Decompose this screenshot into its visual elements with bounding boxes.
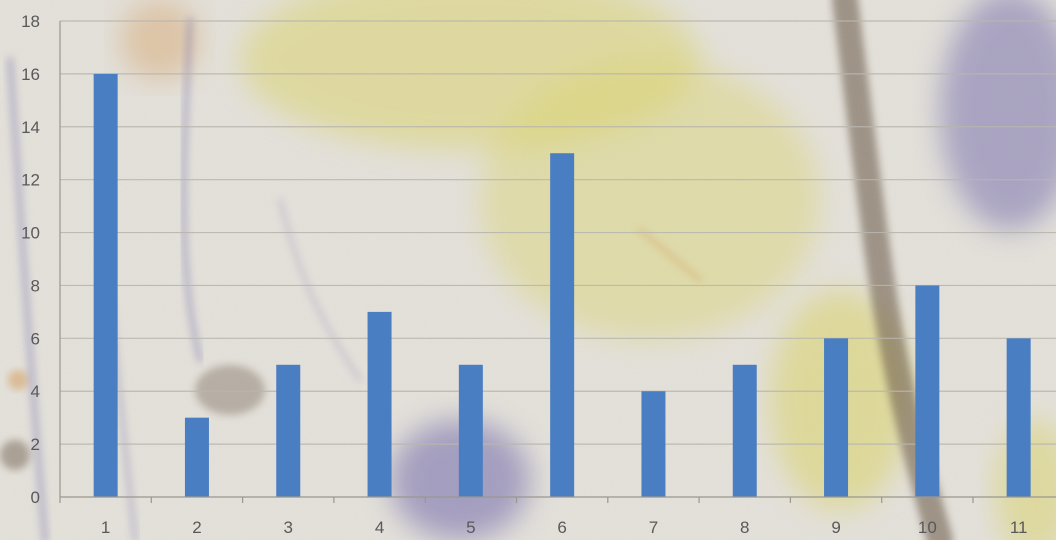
- x-tick-label: 4: [375, 518, 384, 537]
- y-tick-label: 2: [31, 435, 40, 454]
- y-tick-label: 8: [31, 276, 40, 295]
- y-tick-label: 12: [21, 171, 40, 190]
- x-tick-label: 10: [918, 518, 937, 537]
- bar: [184, 417, 209, 497]
- bar: [732, 364, 757, 497]
- bar: [641, 391, 666, 497]
- y-tick-label: 10: [21, 224, 40, 243]
- axes: [59, 21, 1056, 503]
- bar: [276, 364, 301, 497]
- x-tick-labels: 1 2 3 4 5 6 7 8 9 10 11: [101, 518, 1028, 537]
- x-tick-label: 7: [649, 518, 658, 537]
- bar: [824, 338, 849, 497]
- y-tick-label: 0: [31, 488, 40, 507]
- bar: [1006, 338, 1031, 497]
- y-tick-label: 4: [31, 382, 40, 401]
- y-tick-label: 16: [21, 65, 40, 84]
- x-tick-label: 5: [466, 518, 475, 537]
- y-tick-labels: 0 2 4 6 8 10 12 14 16 18: [21, 12, 40, 507]
- y-tick-label: 6: [31, 329, 40, 348]
- bar: [458, 364, 483, 497]
- x-tick-label: 1: [101, 518, 110, 537]
- bar: [915, 285, 940, 497]
- y-tick-label: 18: [21, 12, 40, 31]
- x-tick-label: 6: [557, 518, 566, 537]
- bar: [367, 311, 392, 497]
- x-tick-label: 11: [1010, 518, 1028, 537]
- bars: [93, 73, 1031, 497]
- x-tick-label: 2: [192, 518, 201, 537]
- x-tick-label: 3: [284, 518, 293, 537]
- x-tick-label: 9: [831, 518, 840, 537]
- bar: [550, 153, 575, 497]
- bar: [93, 73, 118, 497]
- y-tick-label: 14: [21, 118, 40, 137]
- x-tick-label: 8: [740, 518, 749, 537]
